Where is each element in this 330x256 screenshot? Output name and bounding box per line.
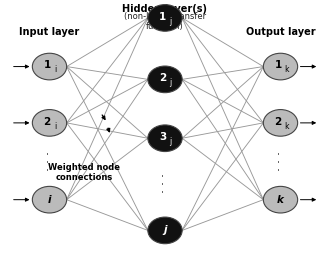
Text: · · ·: · · · xyxy=(158,173,172,193)
Text: k: k xyxy=(284,65,288,74)
Circle shape xyxy=(148,217,182,244)
Circle shape xyxy=(263,186,298,213)
Text: k: k xyxy=(284,122,288,131)
Text: j: j xyxy=(170,78,172,87)
Circle shape xyxy=(148,66,182,93)
Text: · · ·: · · · xyxy=(274,151,287,170)
Text: 1: 1 xyxy=(275,60,282,70)
Circle shape xyxy=(263,110,298,136)
Circle shape xyxy=(32,110,67,136)
Circle shape xyxy=(148,125,182,152)
Text: (non-linear transfer
function): (non-linear transfer function) xyxy=(124,12,206,31)
Text: · · ·: · · · xyxy=(158,173,172,193)
Text: k: k xyxy=(277,195,284,205)
Text: j: j xyxy=(170,137,172,146)
Text: j: j xyxy=(163,225,167,236)
Text: · · ·: · · · xyxy=(43,151,56,170)
Circle shape xyxy=(32,53,67,80)
Text: 2: 2 xyxy=(159,73,166,83)
Text: i: i xyxy=(54,65,56,74)
Text: Output layer: Output layer xyxy=(246,27,315,37)
Text: Input layer: Input layer xyxy=(19,27,80,37)
Text: j: j xyxy=(170,17,172,26)
Text: i: i xyxy=(48,195,51,205)
Text: 2: 2 xyxy=(275,116,282,127)
Text: 3: 3 xyxy=(159,132,166,142)
Circle shape xyxy=(148,5,182,31)
Text: 2: 2 xyxy=(44,116,51,127)
Text: 1: 1 xyxy=(159,12,166,22)
Text: Hidden layer(s): Hidden layer(s) xyxy=(122,4,208,14)
Circle shape xyxy=(263,53,298,80)
Text: 1: 1 xyxy=(44,60,51,70)
Circle shape xyxy=(32,186,67,213)
Text: Weighted node
connections: Weighted node connections xyxy=(48,163,120,182)
Text: i: i xyxy=(54,122,56,131)
